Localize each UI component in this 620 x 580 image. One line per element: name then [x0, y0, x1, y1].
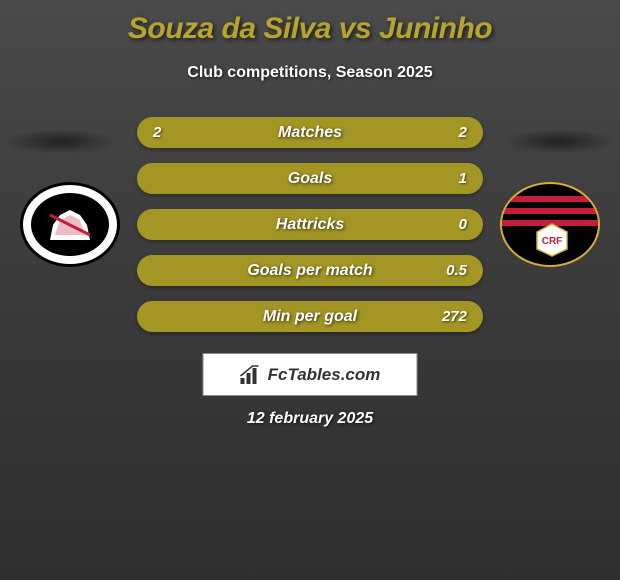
stat-row: Goals 1	[137, 163, 483, 194]
stat-label: Goals per match	[247, 262, 372, 280]
team-badge-left	[20, 182, 120, 267]
team-badge-right: CRF	[500, 182, 600, 267]
stat-label: Matches	[278, 124, 342, 142]
stat-row: 2 Matches 2	[137, 117, 483, 148]
stat-value-right: 1	[432, 170, 467, 187]
stat-row: Min per goal 272	[137, 301, 483, 332]
date-label: 12 february 2025	[247, 410, 373, 428]
stat-value-left: 2	[153, 124, 188, 141]
shadow-left	[3, 129, 118, 154]
page-title: Souza da Silva vs Juninho	[0, 0, 620, 46]
fctables-logo[interactable]: FcTables.com	[203, 353, 418, 396]
stat-row: Hattricks 0	[137, 209, 483, 240]
chart-icon	[240, 365, 262, 385]
page-subtitle: Club competitions, Season 2025	[0, 64, 620, 82]
svg-text:CRF: CRF	[542, 236, 563, 247]
flamengo-crest-icon: CRF	[502, 184, 600, 267]
shadow-right	[502, 129, 617, 154]
logo-text: FcTables.com	[268, 365, 381, 385]
stat-value-right: 2	[432, 124, 467, 141]
comparison-area: CRF 2 Matches 2 Goals 1 Hattricks 0 Goal…	[0, 117, 620, 357]
stat-label: Hattricks	[276, 216, 344, 234]
stat-rows-container: 2 Matches 2 Goals 1 Hattricks 0 Goals pe…	[137, 117, 483, 347]
stat-value-right: 272	[432, 308, 467, 325]
stat-label: Goals	[288, 170, 332, 188]
stat-row: Goals per match 0.5	[137, 255, 483, 286]
stat-value-right: 0.5	[432, 262, 467, 279]
stat-label: Min per goal	[263, 308, 357, 326]
vasco-crest-icon	[45, 205, 95, 245]
stat-value-right: 0	[432, 216, 467, 233]
